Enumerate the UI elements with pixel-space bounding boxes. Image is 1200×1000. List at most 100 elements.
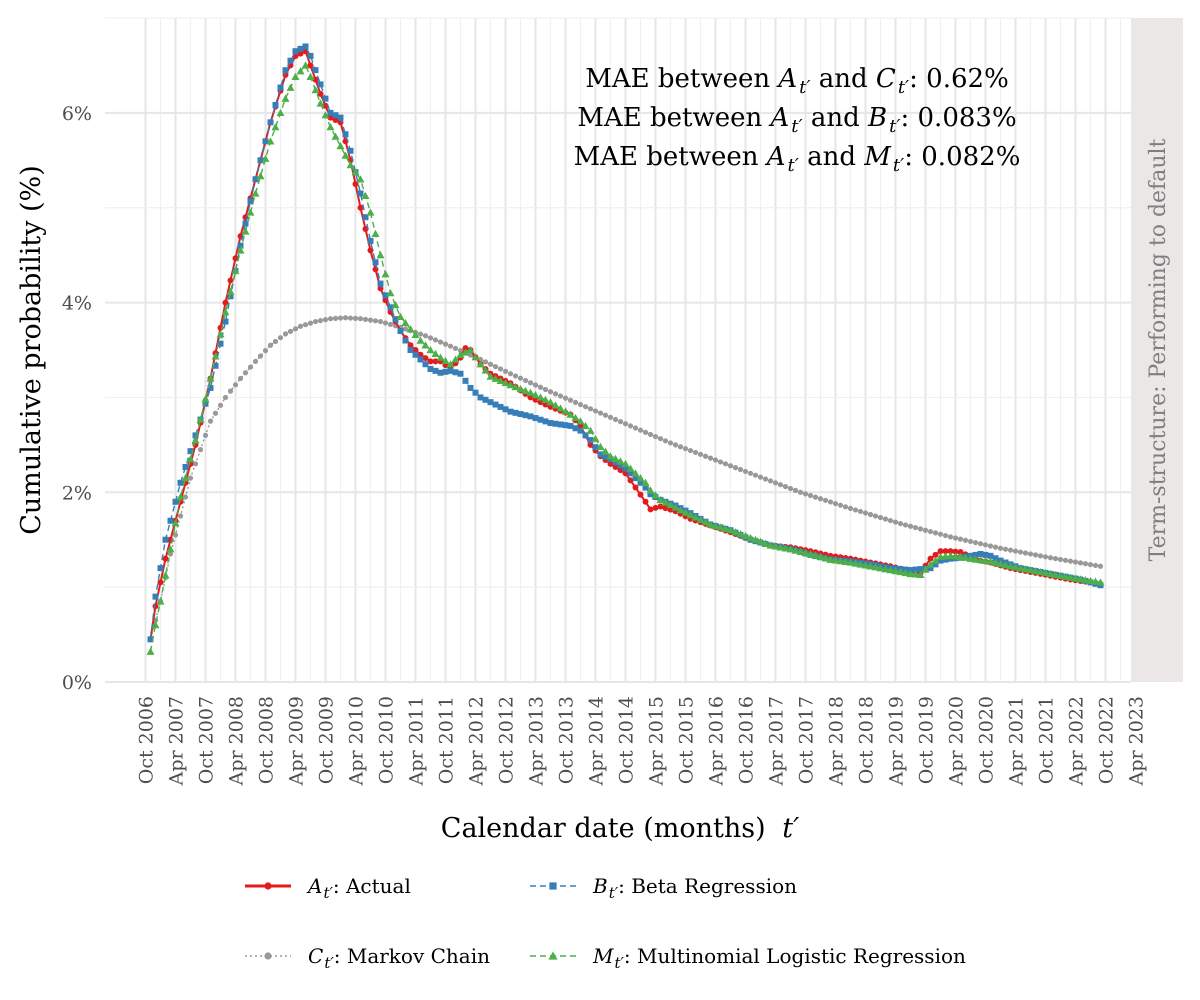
data-point-M (911, 570, 920, 578)
data-point-C (552, 391, 559, 397)
data-point-C (342, 315, 349, 321)
data-point-M (1006, 562, 1015, 570)
data-point-C (637, 427, 644, 433)
data-point-A (537, 399, 544, 406)
data-point-M (1051, 570, 1060, 579)
data-point-C (872, 513, 879, 519)
data-point-M (656, 495, 665, 504)
data-point-B (917, 566, 924, 573)
data-point-C (482, 359, 489, 365)
data-point-C (952, 535, 959, 541)
data-point-A (607, 460, 614, 467)
data-point-C (567, 397, 574, 403)
data-point-C (867, 511, 874, 518)
data-point-C (852, 507, 859, 513)
data-point-M (901, 568, 910, 577)
data-point-M (626, 464, 635, 472)
data-point-M (731, 528, 740, 536)
data-point-C (562, 395, 569, 401)
data-point-M (236, 246, 245, 254)
data-point-C (182, 494, 189, 500)
data-point-C (422, 333, 429, 339)
data-point-B (312, 67, 319, 74)
data-point-M (921, 565, 930, 573)
data-point-C (492, 364, 499, 370)
data-point-M (176, 493, 185, 501)
data-point-M (691, 513, 700, 521)
data-point-C (542, 386, 549, 393)
data-point-M (526, 388, 535, 396)
data-point-M (226, 287, 235, 295)
data-point-C (837, 502, 844, 508)
data-point-B (562, 422, 569, 429)
data-point-M (636, 474, 645, 482)
data-point-B (442, 368, 449, 375)
data-point-C (652, 433, 659, 440)
data-point-M (511, 382, 520, 391)
x-tick-label: Oct 2022 (1096, 696, 1118, 784)
data-point-M (591, 434, 600, 442)
data-point-C (512, 373, 519, 379)
data-point-M (906, 569, 915, 578)
data-point-C (782, 483, 789, 490)
data-point-M (231, 266, 240, 275)
data-point-M (466, 346, 475, 354)
data-point-C (237, 375, 244, 382)
data-point-B (572, 425, 579, 432)
data-point-A (352, 181, 359, 187)
data-point-M (946, 551, 955, 560)
data-point-C (702, 453, 709, 459)
data-point-C (282, 331, 289, 337)
data-point-A (312, 76, 319, 83)
data-point-C (907, 523, 914, 529)
data-point-B (542, 418, 549, 425)
data-point-M (736, 530, 745, 538)
data-point-C (402, 326, 409, 332)
data-point-M (331, 132, 340, 140)
data-point-B (577, 427, 584, 434)
data-point-M (831, 556, 840, 564)
data-point-M (1066, 573, 1075, 581)
data-point-A (232, 255, 239, 262)
data-point-M (871, 563, 880, 571)
data-point-C (222, 394, 229, 401)
mae-annotation-part: and (799, 142, 864, 172)
data-point-B (932, 561, 939, 568)
data-point-B (527, 413, 534, 420)
series-C (147, 315, 1104, 642)
data-point-C (792, 487, 799, 493)
data-point-M (821, 554, 830, 562)
data-point-M (301, 61, 310, 69)
data-point-C (777, 482, 784, 488)
data-point-C (987, 543, 994, 549)
data-point-B (147, 636, 154, 643)
legend-marker-B (549, 882, 557, 890)
data-point-C (277, 335, 284, 341)
data-point-B (937, 557, 944, 564)
legend-subscript: t′ (323, 884, 333, 902)
data-point-B (592, 444, 599, 451)
data-point-M (826, 555, 835, 563)
data-point-C (727, 463, 734, 469)
legend-symbol: M (592, 944, 614, 968)
data-point-C (1012, 548, 1019, 554)
data-point-M (256, 172, 265, 180)
data-point-C (1067, 558, 1074, 564)
data-point-M (1031, 567, 1040, 575)
data-point-M (496, 376, 505, 385)
x-tick-label: Apr 2018 (826, 696, 848, 786)
x-tick-label: Apr 2017 (766, 696, 788, 786)
x-tick-label: Apr 2015 (646, 696, 668, 786)
data-point-B (462, 377, 469, 384)
data-point-M (406, 325, 415, 333)
x-tick-label: Oct 2014 (616, 696, 638, 784)
data-point-M (601, 447, 610, 455)
data-point-M (171, 519, 180, 527)
data-point-C (802, 491, 809, 497)
data-point-C (922, 527, 929, 533)
data-point-A (612, 463, 619, 470)
series-layer (146, 43, 1105, 655)
data-point-M (666, 500, 675, 509)
data-point-M (641, 478, 650, 486)
